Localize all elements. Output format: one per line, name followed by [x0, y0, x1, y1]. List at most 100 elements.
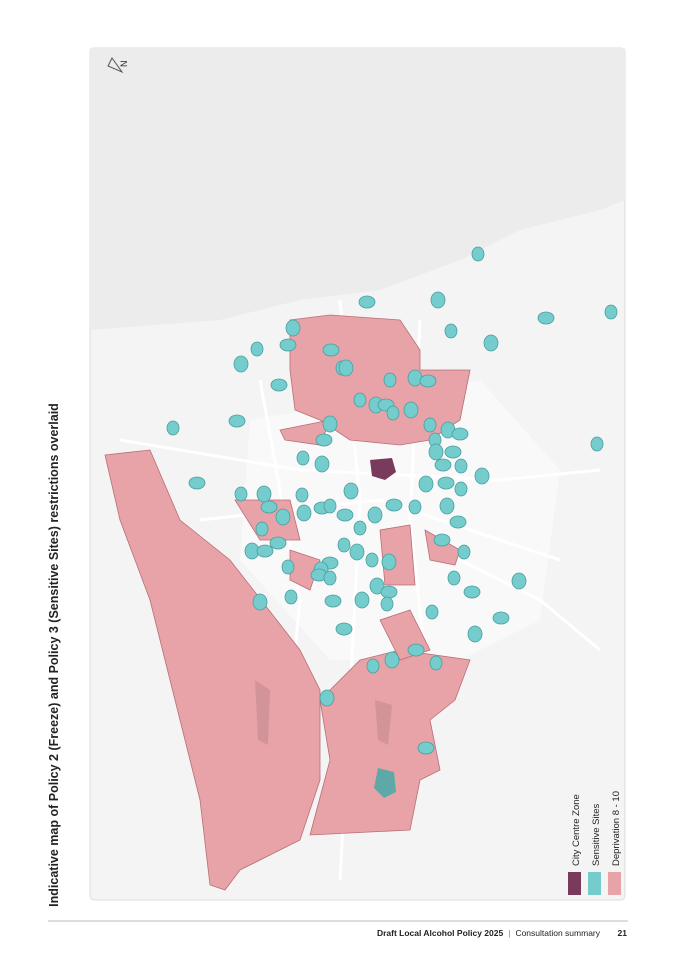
sensitive-site: [447, 570, 461, 586]
sensitive-site: [483, 334, 499, 352]
sensitive-site: [279, 338, 297, 352]
sensitive-site: [323, 498, 337, 514]
sensitive-site: [349, 543, 365, 561]
land-north: [90, 48, 625, 330]
legend-label: Deprivation 8 - 10: [611, 791, 622, 866]
compass-arrow: [107, 57, 124, 74]
legend-swatch: [608, 872, 621, 895]
sensitive-site: [451, 427, 469, 441]
sensitive-site: [454, 481, 468, 497]
map: N City Centre Zone Sensitive Sites Depriva…: [89, 47, 626, 901]
deprivation-areas: [104, 314, 471, 891]
sensitive-site: [343, 482, 359, 500]
sensitive-site: [380, 585, 398, 599]
sensitive-site: [407, 643, 425, 657]
sensitive-site: [256, 544, 274, 558]
sensitive-site: [366, 658, 380, 674]
sensitive-site: [433, 533, 451, 547]
sensitive-site: [444, 323, 458, 339]
sensitive-site: [270, 378, 288, 392]
sensitive-site: [367, 506, 383, 524]
sensitive-site: [419, 374, 437, 388]
sensitive-site: [296, 450, 310, 466]
sensitive-site: [590, 436, 604, 452]
legend-label: Sensitive Sites: [591, 803, 602, 866]
page-number: 21: [618, 928, 628, 938]
sensitive-site: [365, 552, 379, 568]
sensitive-site: [537, 311, 555, 325]
sensitive-site: [385, 498, 403, 512]
sensitive-site: [338, 359, 354, 377]
sensitive-sites: [166, 246, 618, 755]
sensitive-site: [384, 651, 400, 669]
sensitive-site: [383, 372, 397, 388]
sensitive-site: [285, 319, 301, 337]
sensitive-site: [471, 246, 485, 262]
sensitive-site: [463, 585, 481, 599]
compass-label: N: [119, 61, 129, 68]
footer-section: Consultation summary: [515, 928, 600, 938]
sensitive-site: [256, 485, 272, 503]
sensitive-site: [369, 577, 385, 595]
sensitive-site: [403, 401, 419, 419]
sensitive-site: [255, 521, 269, 537]
sensitive-site: [444, 445, 462, 459]
sensitive-site: [233, 355, 249, 373]
footer-document: Draft Local Alcohol Policy 2025: [377, 928, 504, 938]
large-site: [374, 768, 396, 798]
sensitive-site: [260, 500, 278, 514]
sensitive-site: [269, 536, 287, 550]
sensitive-site: [337, 537, 351, 553]
sensitive-site: [511, 572, 527, 590]
sensitive-site: [336, 508, 354, 522]
sensitive-site: [252, 593, 268, 611]
sensitive-site: [322, 343, 340, 357]
sensitive-site: [295, 487, 309, 503]
sensitive-site: [166, 420, 180, 436]
footer-text: Draft Local Alcohol Policy 2025 | Consulta…: [377, 928, 601, 938]
sensitive-site: [492, 611, 510, 625]
sensitive-site: [228, 414, 246, 428]
sensitive-site: [381, 553, 397, 571]
sensitive-site: [234, 486, 248, 502]
sensitive-site: [250, 341, 264, 357]
sensitive-site: [434, 458, 452, 472]
sensitive-site: [418, 475, 434, 493]
sensitive-site: [474, 467, 490, 485]
sensitive-site: [275, 508, 291, 526]
sensitive-site: [315, 433, 333, 447]
sensitive-site: [354, 591, 370, 609]
footer-separator: |: [508, 928, 510, 938]
legend-label: City Centre Zone: [571, 794, 582, 866]
sensitive-site: [425, 604, 439, 620]
sensitive-site: [322, 415, 338, 433]
sensitive-site: [430, 291, 446, 309]
sensitive-site: [188, 476, 206, 490]
sensitive-site: [407, 369, 423, 387]
legend: City Centre Zone Sensitive Sites Deprivati…: [568, 791, 622, 895]
sensitive-site: [457, 544, 471, 560]
sensitive-site: [386, 405, 400, 421]
sensitive-site: [423, 417, 437, 433]
sensitive-site: [604, 304, 618, 320]
sensitive-site: [353, 392, 367, 408]
city-centre-zone: [370, 458, 396, 480]
sensitive-site: [437, 476, 455, 490]
sensitive-site: [319, 689, 335, 707]
sensitive-site: [439, 497, 455, 515]
sensitive-site: [284, 589, 298, 605]
sensitive-site: [429, 655, 443, 671]
sensitive-site: [467, 625, 483, 643]
sensitive-site: [358, 295, 376, 309]
legend-swatch: [588, 872, 601, 895]
page-title: Indicative map of Policy 2 (Freeze) and …: [47, 403, 61, 907]
legend-swatch: [568, 872, 581, 895]
sensitive-site: [417, 741, 435, 755]
sensitive-site: [408, 499, 422, 515]
sensitive-site: [281, 559, 295, 575]
sensitive-site: [324, 594, 342, 608]
parks: [255, 680, 392, 745]
sensitive-site: [353, 520, 367, 536]
sensitive-site: [335, 622, 353, 636]
